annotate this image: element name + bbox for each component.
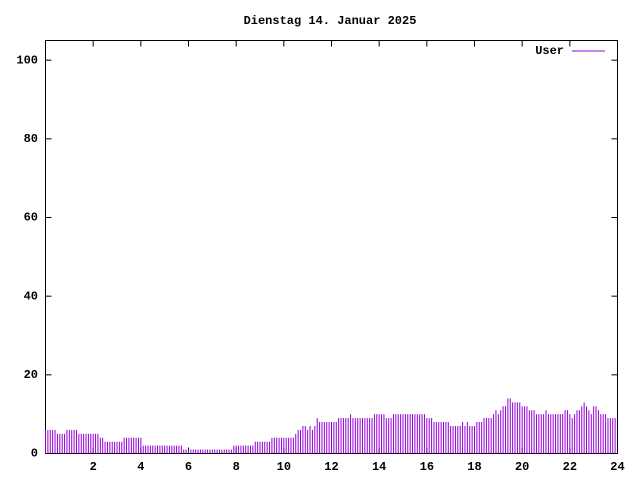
x-tick-label: 2 (90, 460, 97, 474)
y-tick-label: 100 (16, 53, 38, 67)
x-tick-label: 20 (515, 460, 529, 474)
x-tick-label: 16 (420, 460, 434, 474)
x-tick-label: 22 (563, 460, 577, 474)
y-tick-label: 0 (31, 447, 38, 461)
y-tick-label: 20 (24, 368, 38, 382)
x-tick-label: 8 (233, 460, 240, 474)
x-tick-label: 6 (185, 460, 192, 474)
legend-label: User (535, 44, 564, 58)
y-tick-label: 60 (24, 211, 38, 225)
x-tick-label: 14 (372, 460, 386, 474)
x-tick-label: 18 (467, 460, 481, 474)
x-tick-label: 4 (137, 460, 144, 474)
x-tick-label: 10 (277, 460, 291, 474)
y-tick-label: 80 (24, 132, 38, 146)
chart-title: Dienstag 14. Januar 2025 (244, 14, 417, 28)
y-tick-label: 40 (24, 289, 38, 303)
x-tick-label: 12 (324, 460, 338, 474)
x-tick-label: 24 (610, 460, 624, 474)
